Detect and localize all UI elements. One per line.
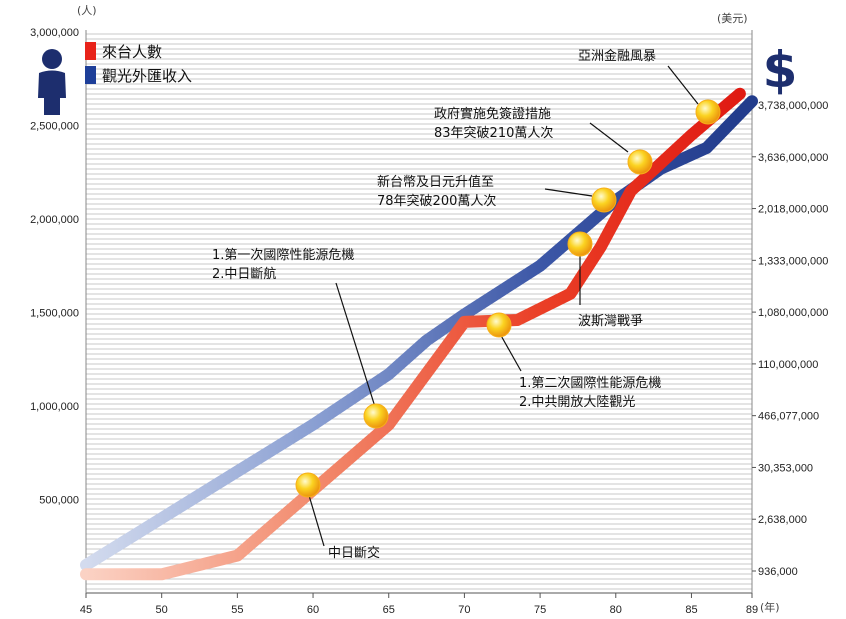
x-tick-label: 65	[383, 604, 395, 616]
x-axis-unit: (年)	[760, 600, 780, 614]
right-tick-label: 2,638,000	[758, 514, 807, 526]
grid-lines	[86, 33, 752, 590]
event-marker	[567, 231, 593, 257]
annotation-3: 1.第二次國際性能源危機 2.中共開放大陸觀光	[486, 312, 661, 410]
series-line-revenue	[80, 95, 758, 571]
annotation-label: 2.中共開放大陸觀光	[519, 394, 635, 410]
left-tick-label: 1,500,000	[30, 308, 79, 320]
right-tick-label: 936,000	[758, 566, 798, 578]
right-axis-ticks: 3,738,000,000 3,636,000,000 2,018,000,000 1…	[752, 100, 828, 578]
series-line-visitors	[80, 87, 746, 581]
svg-text:$: $	[763, 41, 798, 99]
annotation-leader	[307, 491, 325, 547]
annotation-label: 波斯灣戰爭	[578, 314, 643, 329]
left-tick-label: 500,000	[39, 495, 79, 507]
annotation-leader	[498, 331, 522, 372]
annotation-leader	[544, 188, 593, 197]
left-axis-ticks: 3,000,000 2,500,000 2,000,000 1,500,000 1,00…	[30, 27, 79, 507]
x-tick-label: 60	[307, 604, 319, 616]
x-tick-label: 75	[534, 604, 546, 616]
left-tick-label: 2,000,000	[30, 214, 79, 226]
annotation-label: 政府實施免簽證措施	[434, 106, 551, 122]
annotation-leader	[667, 65, 699, 105]
right-tick-label: 1,080,000,000	[758, 307, 828, 319]
annotation-label: 1.第二次國際性能源危機	[519, 375, 661, 391]
x-tick-label: 50	[156, 604, 168, 616]
right-tick-label: 1,333,000,000	[758, 255, 828, 267]
annotation-label: 2.中日斷航	[212, 266, 276, 282]
right-tick-label: 110,000,000	[758, 359, 818, 371]
event-marker	[295, 472, 321, 498]
dollar-icon: $	[763, 41, 798, 99]
event-marker	[363, 403, 389, 429]
x-tick-label: 80	[610, 604, 622, 616]
annotation-leader	[589, 122, 629, 153]
left-axis-unit: (人)	[77, 4, 97, 17]
annotation-leader	[335, 282, 377, 411]
legend: 來台人數 觀光外匯收入	[85, 42, 192, 85]
annotation-label: 83年突破210萬人次	[434, 125, 553, 141]
legend-label-revenue: 觀光外匯收入	[102, 67, 192, 85]
right-tick-label: 2,018,000,000	[758, 204, 828, 216]
event-marker	[486, 312, 512, 338]
x-tick-label: 70	[458, 604, 470, 616]
annotation-5: 新台幣及日元升值至 78年突破200萬人次	[377, 174, 617, 213]
legend-label-visitors: 來台人數	[102, 43, 162, 61]
person-icon	[38, 49, 66, 115]
annotation-label: 78年突破200萬人次	[377, 193, 496, 209]
legend-swatch-visitors	[85, 42, 96, 60]
annotation-label: 中日斷交	[328, 545, 380, 561]
event-marker	[591, 187, 617, 213]
x-tick-label: 55	[231, 604, 243, 616]
event-marker	[695, 99, 721, 125]
left-tick-label: 1,000,000	[30, 401, 79, 413]
right-tick-label: 30,353,000	[758, 462, 813, 474]
x-tick-label: 85	[685, 604, 697, 616]
annotation-4: 波斯灣戰爭	[567, 231, 643, 329]
annotation-7: 亞洲金融風暴	[578, 48, 721, 125]
event-marker	[627, 149, 653, 175]
x-axis-ticks: 45 50 55 60 65 70 75 80 85 89	[80, 593, 758, 616]
left-tick-label: 3,000,000	[30, 27, 79, 39]
right-tick-label: 3,738,000,000	[758, 100, 828, 112]
annotation-label: 1.第一次國際性能源危機	[212, 247, 354, 263]
annotation-2: 1.第一次國際性能源危機 2.中日斷航	[212, 247, 389, 429]
x-tick-label: 89	[746, 604, 758, 616]
legend-swatch-revenue	[85, 66, 96, 84]
right-axis-unit: (美元)	[717, 12, 748, 25]
right-tick-label: 466,077,000	[758, 411, 819, 423]
x-tick-label: 45	[80, 604, 92, 616]
annotation-label: 新台幣及日元升值至	[377, 174, 494, 190]
annotation-6: 政府實施免簽證措施 83年突破210萬人次	[434, 106, 653, 175]
left-tick-label: 2,500,000	[30, 121, 79, 133]
annotation-label: 亞洲金融風暴	[578, 48, 656, 64]
right-tick-label: 3,636,000,000	[758, 152, 828, 164]
annotation-1: 中日斷交	[295, 472, 380, 561]
